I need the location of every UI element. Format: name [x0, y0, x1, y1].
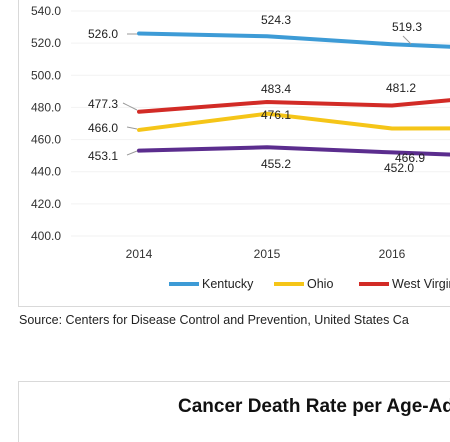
source-note: Source: Centers for Disease Control and …: [19, 313, 409, 327]
x-tick-label: 2015: [254, 247, 281, 261]
series-line-kentucky: [137, 31, 450, 49]
data-label: 453.1: [88, 149, 118, 163]
y-tick-label: 500.0: [31, 68, 61, 82]
x-tick-label: 2014: [126, 247, 153, 261]
chart-panel: 400.0 420.0 440.0 460.0 480.0 500.0 520.0 540.0…: [18, 0, 450, 307]
series-line-ohio: [137, 111, 450, 132]
data-label: 452.0: [384, 161, 414, 175]
leader-line: [126, 126, 138, 130]
leader-line: [402, 35, 412, 45]
data-label: 455.2: [261, 157, 291, 171]
data-label: 524.3: [261, 13, 291, 27]
data-label: 476.1: [261, 108, 291, 122]
y-tick-label: 460.0: [31, 133, 61, 147]
y-tick-label: 400.0: [31, 229, 61, 243]
data-label: 483.4: [261, 82, 291, 96]
next-chart-title: Cancer Death Rate per Age-Adj: [178, 396, 450, 417]
data-label: 477.3: [88, 97, 118, 111]
series-line-series-3: [137, 145, 450, 157]
line-chart: 400.0 420.0 440.0 460.0 480.0 500.0 520.0 540.0…: [31, 4, 450, 291]
legend-label: West Virgin: [392, 277, 450, 291]
data-label: 481.2: [386, 81, 416, 95]
leader-line: [126, 150, 138, 156]
y-tick-label: 520.0: [31, 36, 61, 50]
data-label: 466.0: [88, 121, 118, 135]
y-tick-label: 440.0: [31, 165, 61, 179]
data-label: 519.3: [392, 20, 422, 34]
x-tick-label: 2016: [379, 247, 406, 261]
leader-line: [122, 102, 138, 111]
y-tick-label: 540.0: [31, 4, 61, 18]
data-label: 466.9: [395, 151, 425, 165]
series-line-west-virgin: [137, 98, 450, 114]
data-label: 526.0: [88, 27, 118, 41]
y-tick-label: 420.0: [31, 197, 61, 211]
legend-label: Kentucky: [202, 277, 254, 291]
legend-label: Ohio: [307, 277, 333, 291]
y-tick-label: 480.0: [31, 100, 61, 114]
